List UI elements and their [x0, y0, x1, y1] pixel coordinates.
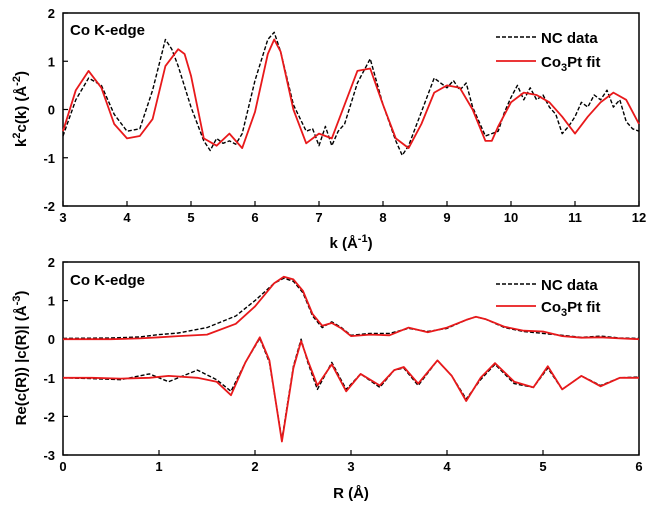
series-top — [62, 31, 640, 157]
legend-top: NC data Co3Pt fit — [496, 30, 600, 74]
y-tick-label-bottom: -1 — [43, 371, 55, 386]
y-tick-label-top: 0 — [48, 103, 55, 118]
y-tick-label-bottom: 0 — [48, 332, 55, 347]
series-line-top-1 — [62, 38, 640, 150]
x-tick-label-top: 5 — [187, 210, 194, 225]
chi-r-panel: 0 1 2 3 4 5 6 -3 -2 -1 0 1 2 Co K-edge NC data Co3P… — [11, 255, 643, 502]
legend-label-fit-bottom: Co3Pt fit — [541, 299, 600, 319]
y-tick-label-top: 2 — [48, 6, 55, 21]
x-tick-label-bottom: 1 — [155, 459, 162, 474]
x-tick-label-top: 8 — [379, 210, 386, 225]
y-tick-label-bottom: 1 — [48, 294, 55, 309]
y-axis-title-bottom: Re(c(R)) |c(R)| (Å-3) — [11, 291, 30, 426]
x-tick-label-bottom: 4 — [443, 459, 451, 474]
series-line-bottom-2 — [62, 337, 640, 441]
annotation-top: Co K-edge — [70, 22, 145, 39]
series-line-bottom-3 — [63, 336, 639, 443]
y-ticks-top: -2 -1 0 1 2 — [43, 6, 68, 214]
x-axis-title-bottom: R (Å) — [333, 485, 369, 502]
x-tick-label-top: 3 — [59, 210, 66, 225]
x-ticks-bottom: 0 1 2 3 4 5 6 — [59, 450, 643, 474]
series-bottom — [62, 275, 640, 443]
x-axis-title-top: k (Å-1) — [329, 233, 372, 252]
y-tick-label-bottom: 2 — [48, 255, 55, 270]
x-tick-label-top: 9 — [443, 210, 450, 225]
series-line-bottom-1 — [63, 275, 640, 341]
y-tick-label-top: -1 — [43, 151, 55, 166]
legend-bottom: NC data Co3Pt fit — [496, 277, 600, 319]
x-tick-label-top: 7 — [315, 210, 322, 225]
x-ticks-top: 3 4 5 6 7 8 9 10 11 12 — [59, 201, 646, 225]
x-tick-label-bottom: 2 — [251, 459, 258, 474]
y-ticks-bottom: -3 -2 -1 0 1 2 — [43, 255, 68, 463]
annotation-bottom: Co K-edge — [70, 272, 145, 289]
x-tick-label-bottom: 6 — [635, 459, 642, 474]
x-tick-label-bottom: 0 — [59, 459, 66, 474]
x-tick-label-top: 10 — [504, 210, 518, 225]
y-axis-title-top: k2c(k) (Å-2) — [11, 71, 30, 147]
y-tick-label-bottom: -2 — [43, 409, 55, 424]
x-tick-label-top: 11 — [568, 210, 582, 225]
x-tick-label-bottom: 5 — [539, 459, 546, 474]
y-tick-label-top: -2 — [43, 199, 55, 214]
legend-label-fit: Co3Pt fit — [541, 54, 600, 74]
x-tick-label-bottom: 3 — [347, 459, 354, 474]
legend-label-nc-data: NC data — [541, 30, 598, 47]
y-tick-label-bottom: -3 — [43, 448, 55, 463]
legend-label-nc-data-bottom: NC data — [541, 277, 598, 294]
x-tick-label-top: 4 — [123, 210, 131, 225]
x-tick-label-top: 12 — [632, 210, 646, 225]
x-tick-label-top: 6 — [251, 210, 258, 225]
series-line-top-0 — [62, 31, 640, 157]
y-tick-label-top: 1 — [48, 54, 55, 69]
